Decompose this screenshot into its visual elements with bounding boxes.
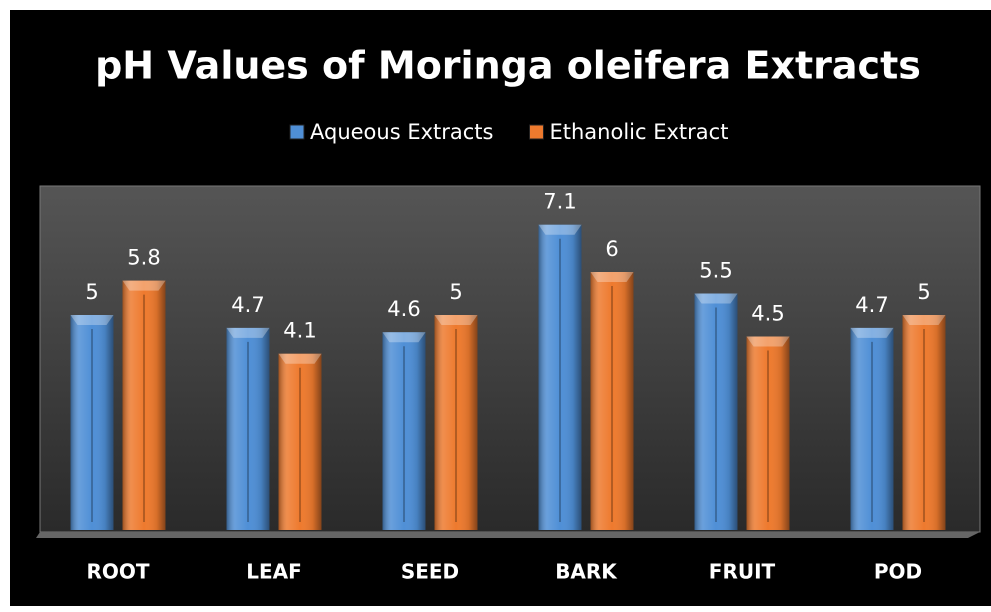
bar-bevel: [694, 293, 738, 304]
bar-bevel: [538, 224, 582, 235]
bar-shade: [538, 224, 582, 530]
bar-shade: [850, 327, 894, 530]
legend-label: Aqueous Extracts: [310, 120, 493, 144]
value-label: 6: [605, 237, 618, 261]
value-label: 4.7: [855, 293, 888, 317]
x-tick-label: LEAF: [246, 560, 302, 584]
bar-shade: [70, 315, 114, 530]
value-label: 5: [917, 280, 930, 304]
value-label: 5.8: [127, 246, 160, 270]
bar-bevel: [382, 332, 426, 343]
bar-bevel: [122, 280, 166, 291]
x-tick-label: FRUIT: [709, 560, 776, 584]
bar-bevel: [746, 336, 790, 347]
bar-shade: [382, 332, 426, 530]
value-label: 4.7: [231, 293, 264, 317]
bar-shade: [694, 293, 738, 530]
x-tick-label: SEED: [401, 560, 459, 584]
x-tick-label: BARK: [555, 560, 618, 584]
bar-bevel: [278, 353, 322, 364]
bar-bevel: [70, 315, 114, 325]
legend-marker: [528, 124, 544, 140]
plot-floor: [36, 532, 980, 538]
value-label: 7.1: [543, 190, 576, 214]
bar-shade: [226, 327, 270, 530]
x-tick-label: POD: [874, 560, 922, 584]
bar-shade: [902, 315, 946, 530]
bar-shade: [122, 280, 166, 530]
bar-bevel: [902, 315, 946, 325]
x-tick-label: ROOT: [86, 560, 149, 584]
value-label: 5: [85, 280, 98, 304]
legend-label: Ethanolic Extract: [549, 120, 728, 144]
value-label: 5: [449, 280, 462, 304]
value-label: 5.5: [699, 259, 732, 283]
bar-bevel: [434, 315, 478, 325]
value-label: 4.6: [387, 297, 420, 321]
bar-shade: [746, 336, 790, 530]
bar-bevel: [590, 272, 634, 282]
bar-bevel: [850, 327, 894, 338]
bar-shade: [278, 353, 322, 530]
bar-bevel: [226, 327, 270, 338]
legend-marker: [289, 124, 305, 140]
bar-shade: [590, 272, 634, 530]
value-label: 4.1: [283, 319, 316, 343]
value-label: 4.5: [751, 302, 784, 326]
plot-wall: [39, 185, 981, 533]
bar-shade: [434, 315, 478, 530]
chart-title: pH Values of Moringa oleifera Extracts: [95, 44, 921, 88]
